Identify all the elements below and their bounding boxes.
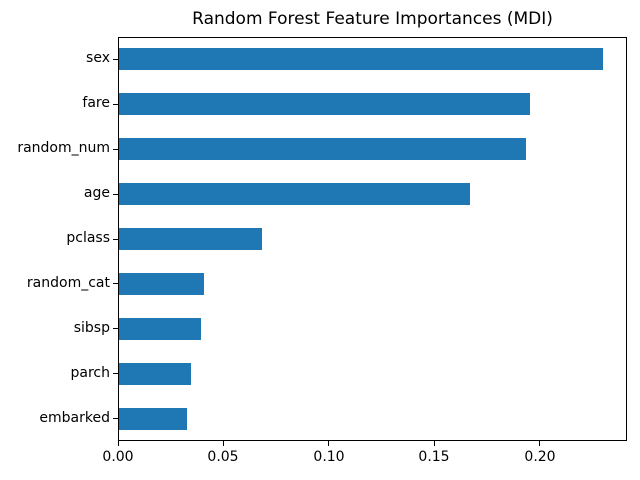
y-tick-mark <box>113 283 118 284</box>
y-tick-mark <box>113 328 118 329</box>
y-tick-mark <box>113 373 118 374</box>
x-tick-mark <box>118 441 119 446</box>
bar-sex <box>119 48 603 71</box>
y-tick-label-parch: parch <box>70 365 110 381</box>
y-tick-label-embarked: embarked <box>39 410 110 426</box>
x-tick-label-0.00: 0.00 <box>102 449 134 465</box>
bar-random_num <box>119 138 526 161</box>
x-tick-label-0.10: 0.10 <box>313 449 345 465</box>
bar-parch <box>119 362 191 385</box>
y-tick-mark <box>113 194 118 195</box>
y-tick-mark <box>113 59 118 60</box>
y-tick-label-random_num: random_num <box>17 140 110 156</box>
y-tick-mark <box>113 149 118 150</box>
x-tick-label-0.05: 0.05 <box>207 449 239 465</box>
x-tick-mark <box>328 441 329 446</box>
y-tick-label-pclass: pclass <box>66 230 110 246</box>
x-tick-mark <box>539 441 540 446</box>
bar-embarked <box>119 407 187 430</box>
y-tick-label-fare: fare <box>82 95 110 111</box>
bar-fare <box>119 93 530 116</box>
x-tick-mark <box>434 441 435 446</box>
plot-area <box>118 37 627 441</box>
y-tick-label-sibsp: sibsp <box>73 320 110 336</box>
y-tick-label-random_cat: random_cat <box>26 275 110 291</box>
x-tick-mark <box>223 441 224 446</box>
bar-pclass <box>119 228 262 250</box>
bar-random_cat <box>119 272 204 295</box>
x-tick-label-0.20: 0.20 <box>524 449 556 465</box>
chart-title: Random Forest Feature Importances (MDI) <box>192 9 553 29</box>
y-tick-label-sex: sex <box>86 50 110 66</box>
y-tick-label-age: age <box>83 185 110 201</box>
x-tick-label-0.15: 0.15 <box>418 449 450 465</box>
y-tick-mark <box>113 418 118 419</box>
y-tick-mark <box>113 239 118 240</box>
bar-age <box>119 183 470 206</box>
y-tick-mark <box>113 104 118 105</box>
bar-sibsp <box>119 317 201 340</box>
